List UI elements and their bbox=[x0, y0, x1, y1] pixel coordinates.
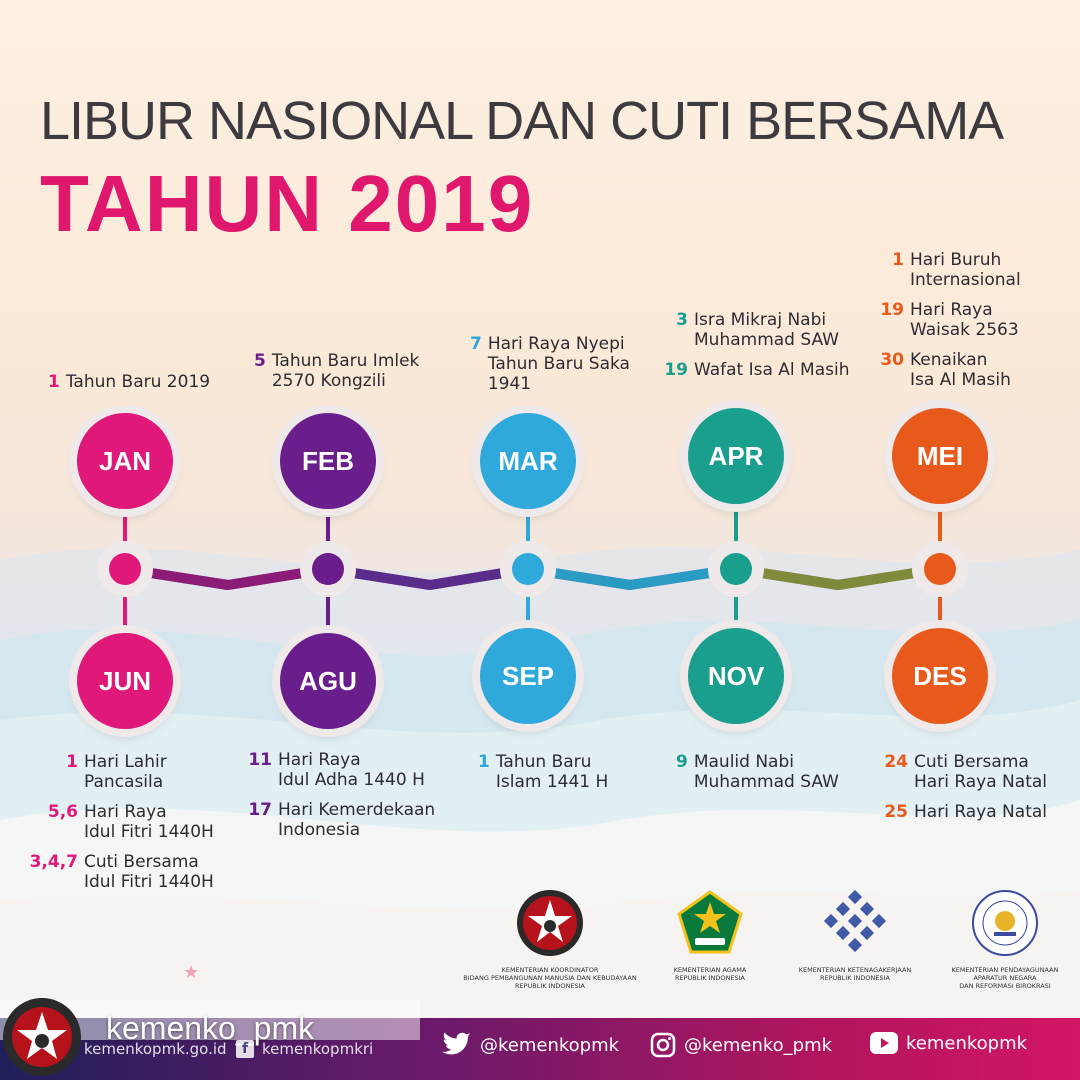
notes-mei: 1 Hari Buruh Internasional 19 Hari Raya Wa… bbox=[880, 250, 1021, 390]
twitter-link[interactable]: @kemenkopmk bbox=[442, 1032, 619, 1058]
notes-nov: 9 Maulid Nabi Muhammad SAW bbox=[676, 752, 839, 792]
avatar[interactable] bbox=[3, 998, 81, 1076]
profile-handle[interactable]: kemenko_pmk bbox=[106, 1010, 315, 1046]
timeline-dot-feb bbox=[312, 553, 344, 585]
notes-jan: 1 Tahun Baru 2019 bbox=[48, 372, 211, 392]
month-apr: APR bbox=[688, 408, 784, 504]
month-nov: NOV bbox=[688, 628, 784, 724]
timeline-dot-jan bbox=[109, 553, 141, 585]
website-link[interactable]: kemenkopmk.go.id bbox=[84, 1040, 227, 1058]
youtube-icon bbox=[870, 1032, 898, 1054]
logo-kemenag: KEMENTERIAN AGAMA REPUBLIK INDONESIA bbox=[650, 888, 770, 982]
month-feb: FEB bbox=[280, 413, 376, 509]
star-decoration: ★ bbox=[183, 962, 200, 983]
notes-mar: 7 Hari Raya Nyepi Tahun Baru Saka 1941 bbox=[470, 334, 630, 394]
facebook-link[interactable]: f kemenkopmkri bbox=[236, 1040, 373, 1058]
profile-emblem-icon bbox=[12, 1007, 72, 1067]
logo-kemenko-pmk: KEMENTERIAN KOORDINATOR BIDANG PEMBANGUN… bbox=[460, 888, 640, 990]
youtube-link[interactable]: kemenkopmk bbox=[870, 1032, 1027, 1054]
notes-sep: 1 Tahun Baru Islam 1441 H bbox=[478, 752, 609, 792]
kemenpan-emblem-icon bbox=[972, 890, 1038, 956]
page-subtitle: TAHUN 2019 bbox=[40, 159, 535, 248]
kemenko-pmk-emblem-icon bbox=[517, 890, 583, 956]
month-jun: JUN bbox=[77, 633, 173, 729]
facebook-icon: f bbox=[236, 1040, 254, 1058]
timeline-dot-mar bbox=[512, 553, 544, 585]
instagram-link[interactable]: @kemenko_pmk bbox=[650, 1032, 832, 1058]
logo-kemnaker: KEMENTERIAN KETENAGAKERJAAN REPUBLIK IND… bbox=[780, 888, 930, 982]
timeline-dot-mei bbox=[924, 553, 956, 585]
kemnaker-emblem-icon bbox=[823, 889, 887, 953]
notes-jun: 1 Hari Lahir Pancasila 5,6 Hari Raya Idul … bbox=[29, 752, 214, 892]
month-des: DES bbox=[892, 628, 988, 724]
logo-kemenpan-rb: KEMENTERIAN PENDAYAGUNAAN APARATUR NEGAR… bbox=[935, 888, 1075, 990]
kemenag-emblem-icon bbox=[677, 890, 743, 954]
notes-des: 24 Cuti Bersama Hari Raya Natal 25 Hari Ra… bbox=[884, 752, 1047, 822]
page-title: LIBUR NASIONAL DAN CUTI BERSAMA bbox=[40, 91, 1004, 151]
twitter-icon bbox=[442, 1032, 471, 1055]
notes-apr: 3 Isra Mikraj Nabi Muhammad SAW 19 Wafat I… bbox=[664, 310, 850, 380]
month-sep: SEP bbox=[480, 628, 576, 724]
month-agu: AGU bbox=[280, 633, 376, 729]
notes-feb: 5 Tahun Baru Imlek 2570 Kongzili bbox=[254, 351, 420, 391]
month-mei: MEI bbox=[892, 408, 988, 504]
timeline-dot-apr bbox=[720, 553, 752, 585]
month-jan: JAN bbox=[77, 413, 173, 509]
notes-agu: 11 Hari Raya Idul Adha 1440 H 17 Hari Keme… bbox=[248, 750, 436, 840]
month-mar: MAR bbox=[480, 413, 576, 509]
instagram-icon bbox=[650, 1032, 676, 1058]
